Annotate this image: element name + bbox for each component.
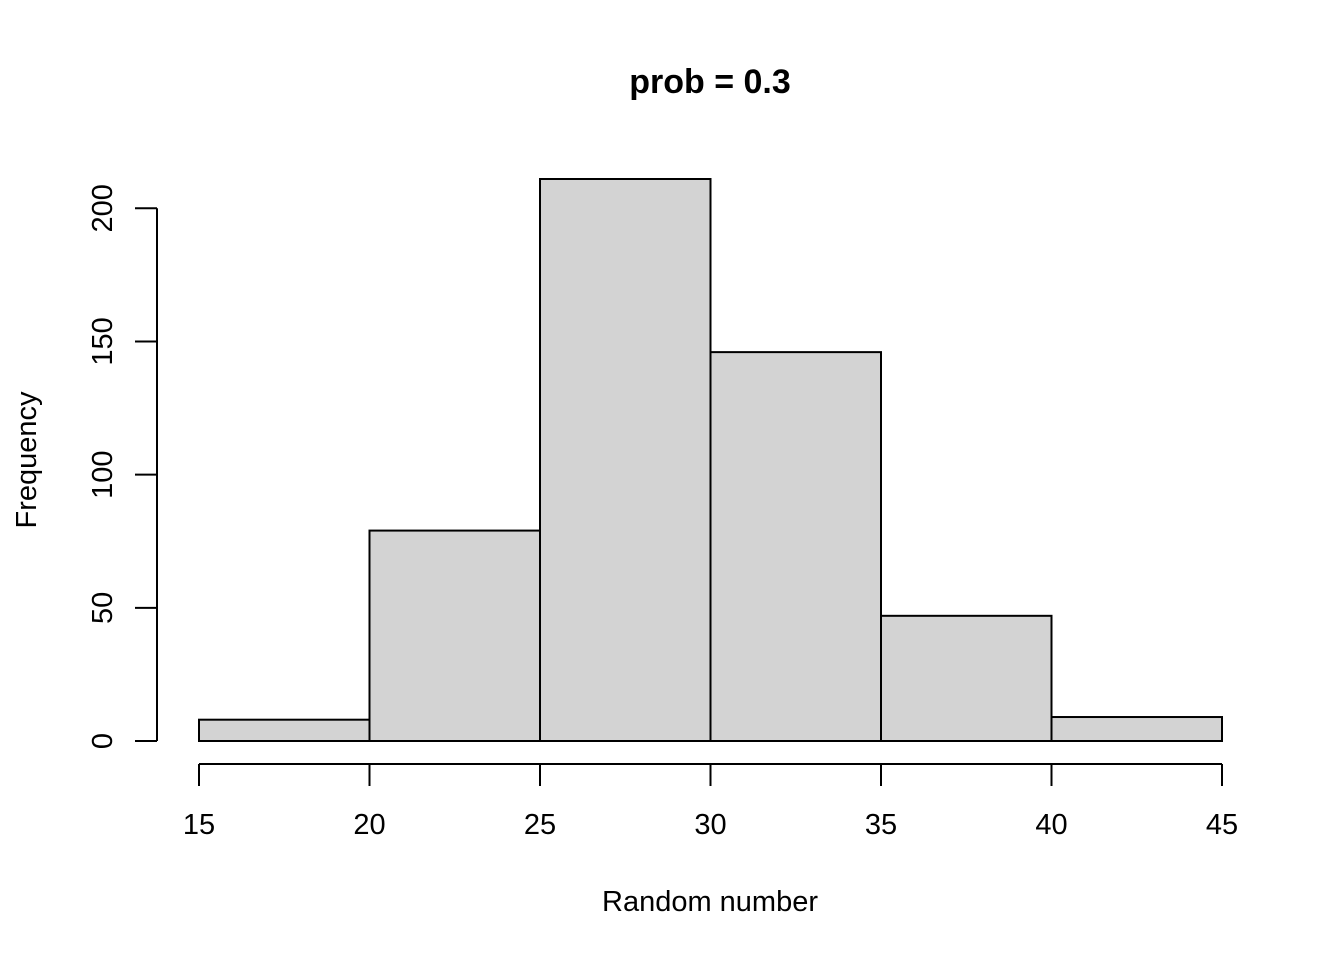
x-tick-label-35: 35 [865,809,897,841]
y-tick-label-200: 200 [87,184,119,232]
x-tick-label-30: 30 [694,809,726,841]
x-tick-label-15: 15 [183,809,215,841]
chart-title: prob = 0.3 [629,63,791,101]
y-tick-label-50: 50 [87,592,119,624]
histogram-bar-15-20 [198,718,371,743]
histogram-bar-35-40 [880,614,1053,743]
y-axis-label: Frequency [11,391,43,529]
y-axis: 0 50 100 150 200 [87,184,158,749]
histogram-bar-30-35 [709,351,882,742]
histogram-bar-20-25 [368,529,541,743]
histogram-bar-40-45 [1050,716,1223,743]
x-axis-label: Random number [602,886,818,918]
bars-layer [198,178,1223,743]
x-tick-label-25: 25 [524,809,556,841]
y-tick-label-100: 100 [87,450,119,498]
x-axis: 15 20 25 30 35 40 45 [183,763,1238,841]
y-tick-label-150: 150 [87,317,119,365]
x-tick-label-40: 40 [1035,809,1067,841]
y-tick-label-0: 0 [87,733,119,749]
histogram-bar-25-30 [539,178,712,742]
x-tick-label-45: 45 [1206,809,1238,841]
x-tick-label-20: 20 [353,809,385,841]
